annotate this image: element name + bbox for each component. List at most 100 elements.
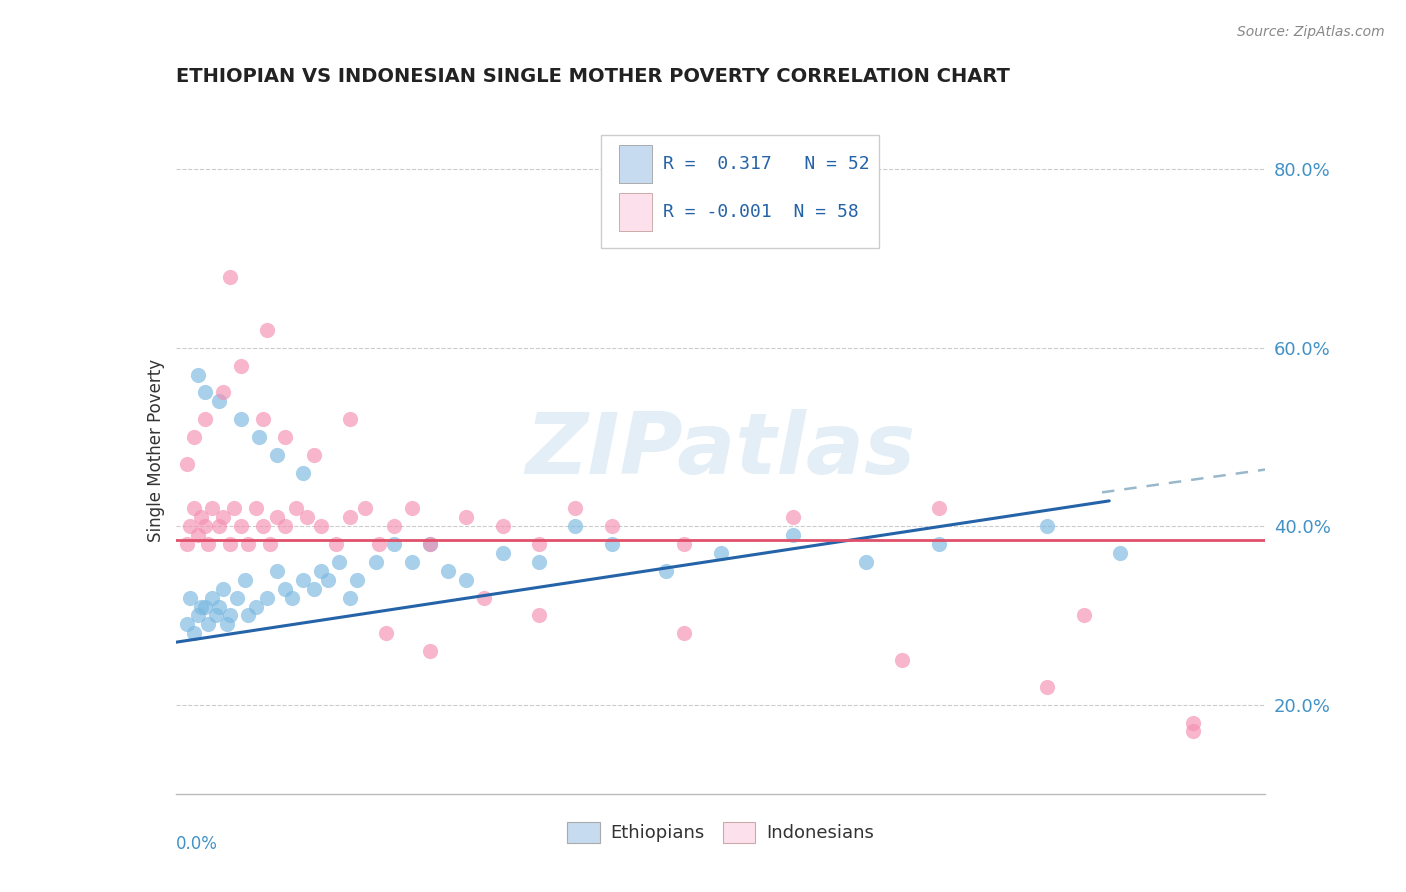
Text: R =  0.317   N = 52: R = 0.317 N = 52 — [662, 155, 869, 173]
Point — [219, 608, 242, 623]
Point — [252, 412, 274, 426]
Point — [375, 626, 398, 640]
Point — [194, 385, 217, 400]
Point — [1109, 546, 1132, 560]
Point — [710, 546, 733, 560]
Point — [231, 412, 253, 426]
Point — [339, 591, 361, 605]
Point — [1181, 715, 1204, 730]
Point — [201, 591, 224, 605]
Point — [782, 528, 804, 542]
Point — [401, 501, 423, 516]
Point — [456, 573, 478, 587]
Point — [673, 626, 696, 640]
Point — [259, 537, 281, 551]
Point — [600, 537, 623, 551]
Point — [176, 457, 198, 471]
Point — [215, 617, 238, 632]
Point — [212, 385, 235, 400]
Point — [256, 591, 278, 605]
Point — [204, 608, 226, 623]
Point — [176, 537, 198, 551]
Point — [176, 617, 198, 632]
Point — [295, 510, 318, 524]
Point — [673, 537, 696, 551]
Point — [328, 555, 350, 569]
Point — [197, 617, 219, 632]
Point — [266, 448, 288, 462]
Point — [190, 599, 212, 614]
Point — [309, 564, 332, 578]
Point — [492, 546, 515, 560]
Point — [492, 519, 515, 533]
Point — [212, 582, 235, 596]
Point — [419, 537, 441, 551]
Text: 0.0%: 0.0% — [176, 835, 218, 853]
FancyBboxPatch shape — [619, 194, 652, 231]
Point — [222, 501, 245, 516]
Point — [600, 519, 623, 533]
Point — [183, 430, 205, 444]
Point — [291, 466, 314, 480]
Point — [247, 430, 270, 444]
Point — [353, 501, 375, 516]
Point — [266, 510, 288, 524]
Point — [245, 501, 267, 516]
FancyBboxPatch shape — [619, 145, 652, 183]
Point — [186, 368, 209, 382]
Point — [208, 599, 231, 614]
Point — [197, 537, 219, 551]
Text: ZIPatlas: ZIPatlas — [526, 409, 915, 492]
Point — [274, 430, 297, 444]
Point — [527, 537, 550, 551]
Point — [437, 564, 460, 578]
Point — [186, 608, 209, 623]
Point — [302, 448, 325, 462]
Point — [309, 519, 332, 533]
Point — [401, 555, 423, 569]
Point — [219, 537, 242, 551]
Point — [1036, 680, 1059, 694]
Point — [474, 591, 496, 605]
Point — [266, 564, 288, 578]
Point — [231, 359, 253, 373]
Point — [456, 510, 478, 524]
Point — [782, 510, 804, 524]
Point — [419, 537, 441, 551]
Point — [179, 591, 201, 605]
Point — [382, 519, 405, 533]
Y-axis label: Single Mother Poverty: Single Mother Poverty — [146, 359, 165, 542]
Point — [891, 653, 914, 667]
Point — [564, 501, 586, 516]
Point — [252, 519, 274, 533]
Point — [186, 528, 209, 542]
Point — [219, 269, 242, 284]
Point — [419, 644, 441, 658]
Point — [284, 501, 307, 516]
Point — [226, 591, 249, 605]
FancyBboxPatch shape — [600, 135, 879, 248]
Point — [655, 564, 678, 578]
Legend: Ethiopians, Indonesians: Ethiopians, Indonesians — [560, 814, 882, 850]
Point — [291, 573, 314, 587]
Point — [368, 537, 391, 551]
Point — [1036, 519, 1059, 533]
Point — [238, 608, 260, 623]
Point — [183, 626, 205, 640]
Point — [183, 501, 205, 516]
Point — [346, 573, 368, 587]
Point — [238, 537, 260, 551]
Point — [928, 537, 950, 551]
Point — [201, 501, 224, 516]
Point — [208, 394, 231, 409]
Point — [318, 573, 340, 587]
Text: Source: ZipAtlas.com: Source: ZipAtlas.com — [1237, 25, 1385, 39]
Point — [194, 519, 217, 533]
Point — [256, 323, 278, 337]
Point — [194, 599, 217, 614]
Point — [364, 555, 387, 569]
Point — [274, 519, 297, 533]
Point — [245, 599, 267, 614]
Point — [855, 555, 877, 569]
Point — [194, 412, 217, 426]
